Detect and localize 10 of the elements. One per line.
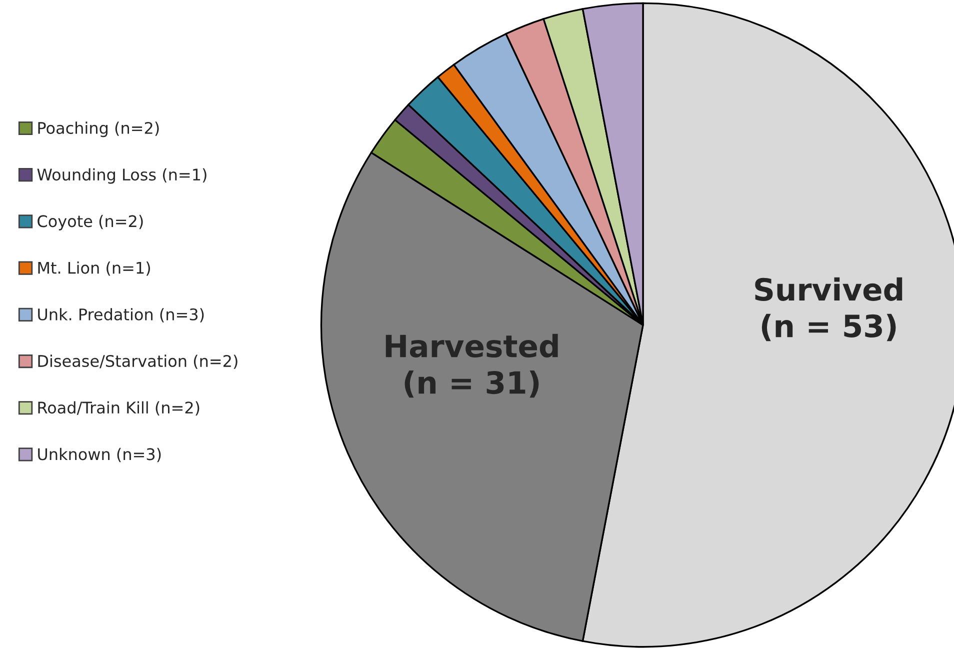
legend-label: Mt. Lion (n=1) xyxy=(38,261,150,276)
slice-label: Survived (n = 53) xyxy=(755,277,902,342)
legend-label: Disease/Starvation (n=2) xyxy=(38,354,238,369)
slice-label: Harvested (n = 31) xyxy=(386,334,558,398)
legend-label: Unknown (n=3) xyxy=(38,448,161,462)
legend-label: Wounding Loss (n=1) xyxy=(37,168,206,184)
legend-label: Coyote (n=2) xyxy=(38,214,143,230)
legend-label: Road/Train Kill (n=2) xyxy=(38,401,200,416)
legend-label: Unk. Predation (n=3) xyxy=(38,308,204,322)
legend-label: Poaching (n=2) xyxy=(38,122,159,138)
